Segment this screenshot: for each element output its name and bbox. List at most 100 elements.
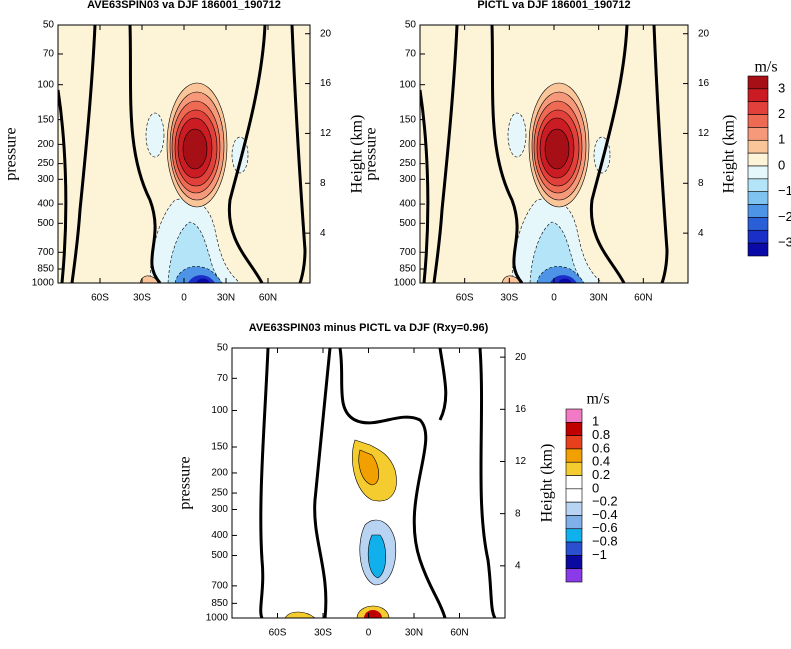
colorbar-tick-label: −0.2 (592, 494, 618, 509)
colorbar-tick-label: 3 (778, 80, 785, 95)
y-tick-label: 100 (37, 79, 54, 90)
panel-2-field (420, 25, 688, 283)
colorbar-box (565, 488, 583, 503)
colorbar-box (565, 568, 583, 583)
x-tick-label: 60N (634, 293, 652, 304)
x-tick-label: 60N (450, 628, 468, 639)
colorbar-box (747, 152, 769, 167)
colorbar-box (747, 217, 769, 231)
colorbar-box (565, 435, 583, 450)
y-tick-label: 70 (405, 49, 417, 60)
x-tick-label: 60N (259, 293, 277, 304)
y-tick-label: 1000 (206, 613, 229, 624)
y2-axis-label: Height (km) (349, 115, 366, 194)
chart-title: AVE63SPIN03 va DJF 186001_190712 (87, 0, 281, 11)
colorbar-box (565, 475, 583, 490)
y2-tick-label: 8 (515, 508, 521, 519)
y-tick-label: 850 (399, 264, 416, 275)
y-tick-label: 400 (211, 530, 228, 541)
x-tick-label: 30S (133, 293, 151, 304)
colorbar-units: m/s (586, 391, 609, 408)
x-tick-label: 0 (551, 293, 557, 304)
y-tick-label: 300 (37, 174, 54, 185)
colorbar-box (747, 178, 769, 193)
colorbar-box (747, 229, 769, 244)
colorbar-tick-label: −0.6 (592, 520, 618, 535)
y2-tick-label: 16 (698, 78, 710, 89)
colorbar-tick-label: −2 (778, 209, 791, 224)
y-tick-label: 50 (217, 343, 229, 354)
colorbar-tick-label: 0.6 (592, 440, 610, 455)
y2-tick-label: 4 (515, 560, 521, 571)
colorbar-tick-label: −1 (592, 547, 607, 562)
y-tick-label: 1000 (394, 278, 417, 289)
y-tick-label: 50 (405, 20, 417, 31)
y-axis-label: pressure (363, 127, 380, 180)
y-tick-label: 400 (399, 199, 416, 210)
colorbar-box (565, 408, 583, 423)
y-tick-label: 200 (399, 139, 416, 150)
y2-tick-label: 8 (320, 178, 326, 189)
y-tick-label: 850 (211, 598, 228, 609)
x-tick-label: 30N (589, 293, 607, 304)
colorbar-box (747, 114, 769, 128)
y-tick-label: 250 (399, 158, 416, 169)
y-tick-label: 150 (37, 114, 54, 125)
y-tick-label: 400 (37, 199, 54, 210)
colorbar-box (747, 204, 769, 218)
y2-tick-label: 20 (698, 28, 710, 39)
y2-tick-label: 8 (698, 178, 704, 189)
colorbar-box (565, 422, 583, 436)
colorbar-tick-label: 0.2 (592, 467, 610, 482)
y-tick-label: 700 (211, 580, 228, 591)
colorbar-tick-label: −0.4 (592, 507, 618, 522)
colorbar-box (565, 528, 583, 543)
y-tick-label: 300 (399, 174, 416, 185)
colorbar-box (747, 88, 769, 103)
y-tick-label: 150 (399, 114, 416, 125)
y2-tick-label: 12 (698, 128, 710, 139)
chart-title: PICTL va DJF 186001_190712 (477, 0, 630, 11)
y2-tick-label: 16 (320, 78, 332, 89)
colorbar-tick-label: 0 (592, 480, 599, 495)
colorbar-units: m/s (754, 59, 777, 76)
y-tick-label: 700 (399, 247, 416, 258)
y-tick-label: 250 (37, 158, 54, 169)
colorbar-box (565, 461, 583, 476)
colorbar-tick-label: 1 (778, 132, 785, 147)
colorbar-box (565, 515, 583, 530)
colorbar-box (565, 448, 583, 463)
colorbar-box (747, 101, 769, 115)
y2-tick-label: 12 (320, 128, 332, 139)
x-tick-label: 0 (181, 293, 187, 304)
x-tick-label: 30N (405, 628, 423, 639)
x-tick-label: 60S (269, 628, 287, 639)
chart-title: AVE63SPIN03 minus PICTL va DJF (Rxy=0.96… (249, 322, 489, 334)
y-axis-label: pressure (3, 127, 20, 180)
x-tick-label: 60S (456, 293, 474, 304)
x-tick-label: 30S (500, 293, 518, 304)
y-tick-label: 200 (211, 468, 228, 479)
colorbar-tick-label: −0.8 (592, 534, 618, 549)
y-tick-label: 100 (399, 79, 416, 90)
y2-axis-label: Height (km) (721, 115, 738, 194)
y-tick-label: 150 (211, 442, 228, 453)
colorbar-box (565, 555, 583, 569)
colorbar-tick-label: −3 (778, 235, 791, 250)
y-axis-label: pressure (177, 456, 194, 509)
y-tick-label: 200 (37, 139, 54, 150)
y2-tick-label: 12 (515, 456, 527, 467)
colorbar-box (747, 165, 769, 180)
y-tick-label: 100 (211, 405, 228, 416)
y-tick-label: 500 (211, 550, 228, 561)
colorbar-tick-label: 0.8 (592, 427, 610, 442)
colorbar-box (565, 541, 583, 556)
panel-1-field (58, 25, 310, 283)
colorbar-tick-label: −1 (778, 183, 791, 198)
colorbar-tick-label: 0.4 (592, 454, 610, 469)
colorbar-box (747, 191, 769, 205)
colorbar-box (747, 127, 769, 141)
y-tick-label: 700 (37, 247, 54, 258)
colorbar-tick-label: 2 (778, 106, 785, 121)
